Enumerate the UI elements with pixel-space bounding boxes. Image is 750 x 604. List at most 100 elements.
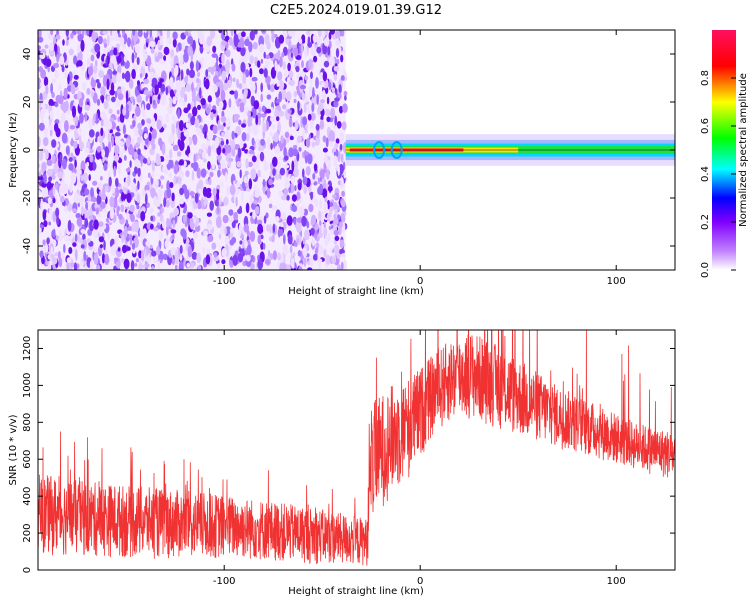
heatmap-cell — [162, 253, 168, 261]
heatmap-cell — [220, 181, 224, 188]
heatmap-cell — [55, 207, 60, 218]
heatmap-cell — [284, 155, 289, 161]
heatmap-cell — [67, 202, 73, 212]
heatmap-cell — [180, 228, 186, 237]
heatmap-cell — [174, 64, 179, 77]
heatmap-cell — [69, 125, 76, 130]
heatmap-cell — [127, 174, 131, 187]
heatmap-cell — [145, 240, 150, 247]
heatmap-cell — [196, 199, 202, 210]
spectrogram-xtick-label: -100 — [213, 276, 236, 287]
heatmap-cell — [207, 95, 212, 103]
heatmap-cell — [169, 236, 173, 243]
heatmap-cell — [260, 58, 264, 64]
heatmap-cell — [296, 238, 300, 243]
heatmap-cell — [265, 212, 269, 219]
heatmap-cell — [195, 152, 198, 162]
heatmap-cell — [145, 193, 148, 206]
heatmap-cell — [93, 73, 97, 80]
heatmap-cell — [95, 132, 98, 140]
heatmap-cell — [321, 81, 325, 88]
heatmap-cell — [341, 121, 347, 131]
heatmap-cell — [246, 244, 252, 256]
heatmap-cell — [131, 101, 137, 112]
heatmap-cell — [328, 130, 335, 142]
heatmap-cell — [293, 98, 297, 104]
heatmap-cell — [325, 137, 329, 148]
heatmap-cell — [197, 104, 201, 111]
heatmap-cell — [78, 98, 84, 108]
heatmap-cell — [118, 213, 123, 220]
heatmap-cell — [147, 118, 152, 125]
heatmap-cell — [195, 60, 199, 72]
heatmap-cell — [157, 51, 163, 60]
heatmap-cell — [332, 194, 337, 199]
heatmap-cell — [113, 165, 117, 178]
heatmap-cell — [254, 184, 257, 190]
heatmap-cell — [199, 87, 202, 99]
heatmap-cell — [125, 168, 131, 172]
heatmap-cell — [290, 258, 295, 263]
heatmap-cell — [95, 79, 100, 84]
heatmap-cell — [191, 251, 198, 260]
heatmap-cell — [118, 163, 121, 175]
heatmap-cell — [232, 254, 238, 266]
heatmap-cell — [280, 253, 284, 264]
heatmap-cell — [101, 253, 106, 264]
colorbar-gradient — [712, 30, 736, 270]
heatmap-cell — [241, 81, 248, 90]
heatmap-cell — [96, 195, 102, 205]
signal-bubble — [390, 141, 403, 159]
heatmap-cell — [66, 257, 72, 263]
heatmap-cell — [44, 44, 49, 49]
heatmap-cell — [159, 59, 165, 65]
heatmap-cell — [302, 176, 308, 186]
heatmap-cell — [114, 186, 120, 198]
heatmap-cell — [339, 131, 345, 144]
heatmap-cell — [87, 66, 94, 76]
heatmap-cell — [341, 190, 345, 197]
heatmap-cell — [297, 250, 302, 257]
heatmap-cell — [282, 30, 288, 39]
heatmap-cell — [156, 245, 161, 256]
heatmap-cell — [309, 85, 313, 94]
heatmap-cell — [101, 193, 107, 201]
colorbar-label: Normalized spectral amplitude — [738, 73, 749, 227]
heatmap-cell — [49, 118, 52, 126]
heatmap-cell — [140, 211, 146, 222]
heatmap-cell — [54, 43, 58, 53]
heatmap-cell — [206, 248, 210, 256]
heatmap-cell — [54, 119, 60, 125]
heatmap-cell — [288, 147, 294, 158]
heatmap-cell — [166, 188, 172, 199]
heatmap-cell — [192, 134, 198, 146]
heatmap-cell — [42, 188, 49, 198]
heatmap-cell — [305, 166, 311, 176]
heatmap-cell — [52, 239, 57, 247]
heatmap-cell — [161, 218, 166, 229]
heatmap-cell — [247, 110, 251, 119]
heatmap-cell — [103, 48, 109, 53]
heatmap-cell — [169, 149, 173, 159]
heatmap-cell — [210, 30, 216, 39]
spectrogram-ytick-label: 40 — [22, 48, 33, 61]
heatmap-cell — [221, 161, 226, 170]
heatmap-cell — [230, 30, 234, 37]
colorbar-axes: 0.0 0.2 0.4 0.6 0.8 — [700, 70, 736, 278]
heatmap-cell — [170, 247, 176, 256]
heatmap-cell — [251, 155, 257, 163]
heatmap-cell — [157, 260, 161, 270]
heatmap-cell — [70, 84, 76, 95]
heatmap-cell — [196, 252, 202, 264]
heatmap-cell — [75, 193, 80, 204]
heatmap-cell — [330, 107, 336, 119]
heatmap-cell — [315, 123, 320, 131]
heatmap-cell — [304, 229, 310, 241]
heatmap-cell — [176, 46, 179, 53]
heatmap-cell — [102, 30, 109, 35]
heatmap-cell — [122, 124, 126, 135]
heatmap-cell — [287, 30, 294, 37]
heatmap-cell — [203, 230, 209, 237]
heatmap-cell — [77, 33, 84, 42]
heatmap-cell — [242, 73, 247, 85]
